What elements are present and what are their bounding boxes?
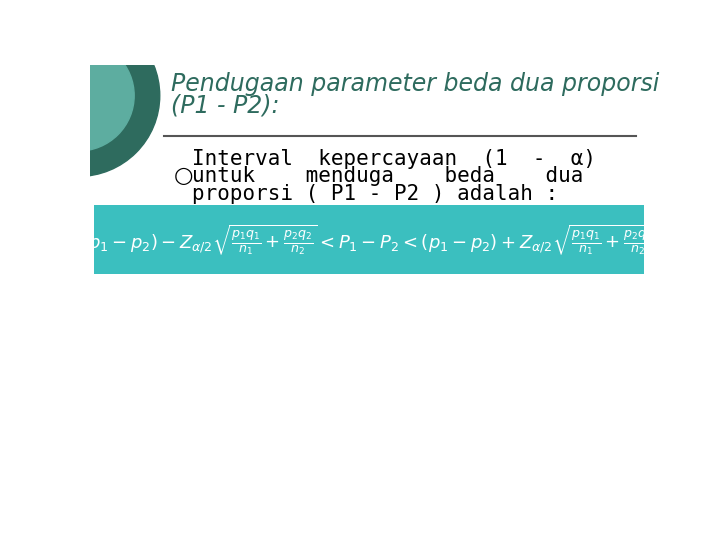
- Text: proporsi ( P1 - P2 ) adalah :: proporsi ( P1 - P2 ) adalah :: [192, 184, 559, 204]
- Circle shape: [0, 15, 160, 177]
- Text: ○: ○: [174, 166, 193, 186]
- Text: Pendugaan parameter beda dua proporsi: Pendugaan parameter beda dua proporsi: [171, 72, 660, 96]
- FancyBboxPatch shape: [94, 205, 644, 274]
- Text: Interval  kepercayaan  (1  -  α): Interval kepercayaan (1 - α): [192, 148, 596, 168]
- Text: (P1 - P2):: (P1 - P2):: [171, 93, 280, 117]
- Circle shape: [22, 40, 134, 151]
- Text: $(p_1 - p_2) - Z_{\alpha/2}\sqrt{\frac{p_1 q_1}{n_1} + \frac{p_2 q_2}{n_2}}< P_1: $(p_1 - p_2) - Z_{\alpha/2}\sqrt{\frac{p…: [81, 222, 657, 257]
- Text: untuk    menduga    beda    dua: untuk menduga beda dua: [192, 166, 584, 186]
